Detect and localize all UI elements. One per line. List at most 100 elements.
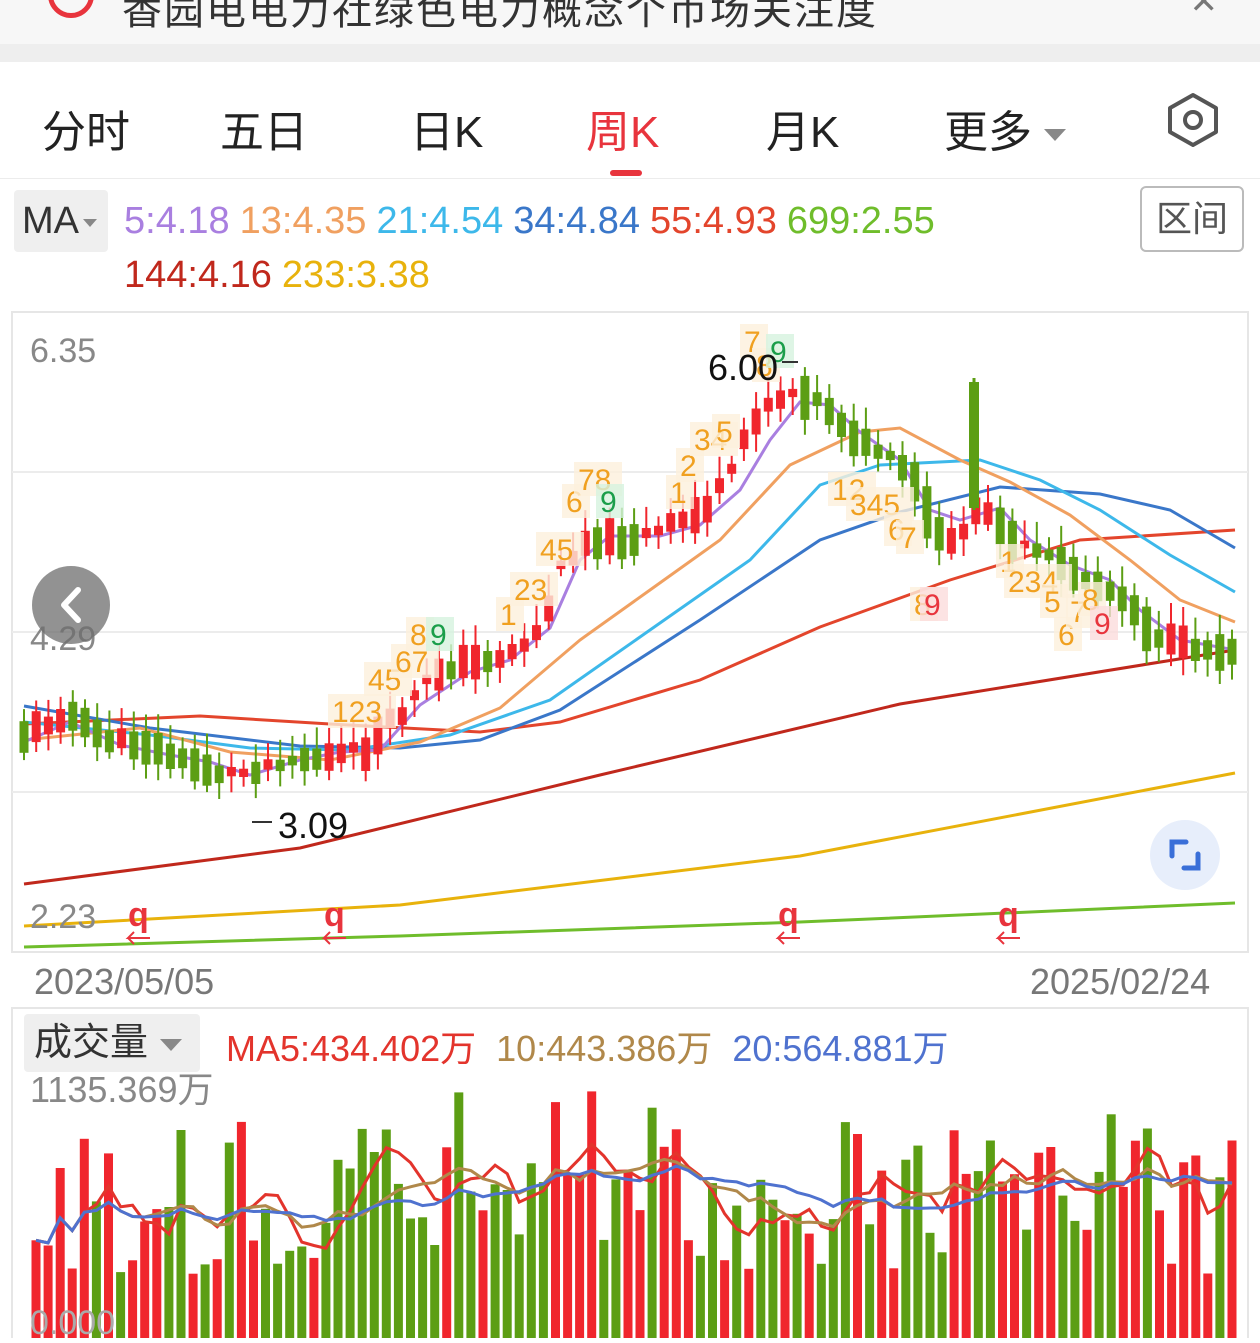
volume-bar xyxy=(1191,1155,1201,1338)
volume-bar xyxy=(792,1213,802,1338)
volume-bar xyxy=(1179,1162,1189,1338)
date-start-label: 2023/05/05 xyxy=(34,961,214,1002)
tab-weekly-k[interactable]: 周K xyxy=(586,108,660,157)
candle-body xyxy=(776,390,785,409)
volume-bar xyxy=(695,1255,705,1338)
candle-body xyxy=(983,502,993,525)
candle-body xyxy=(666,513,676,532)
candle-body xyxy=(532,625,541,641)
candle-body xyxy=(117,728,127,749)
sequence-marker: 1 xyxy=(500,599,517,632)
candle-body xyxy=(1166,623,1176,655)
sequence-marker-bg xyxy=(596,484,624,518)
tab-more-label: 更多 xyxy=(944,108,1032,157)
candle-body xyxy=(214,765,224,784)
volume-bar xyxy=(877,1170,887,1338)
volume-bar xyxy=(285,1250,295,1338)
candle-body xyxy=(1203,640,1213,660)
chart-area[interactable]: 1234567891234567891234578912345678912345… xyxy=(0,306,1260,1343)
candle-body xyxy=(1007,520,1017,560)
candle-body xyxy=(19,721,29,753)
candle-body xyxy=(275,759,285,772)
chevron-down-icon xyxy=(160,1038,183,1051)
sequence-marker: 1 xyxy=(670,477,687,510)
volume-bar xyxy=(128,1260,138,1338)
ma-selector-button[interactable]: MA xyxy=(14,190,108,252)
volume-bar xyxy=(635,1210,645,1338)
candle-body xyxy=(1215,634,1225,671)
candle-body xyxy=(544,595,554,622)
tab-daily-k[interactable]: 日K xyxy=(410,108,484,157)
volume-min-label: 0.000 xyxy=(30,1304,115,1338)
low-price-label: 3.09 xyxy=(278,805,348,846)
volume-bar xyxy=(599,1239,609,1338)
candle-body xyxy=(885,450,895,461)
kline-chart[interactable]: 1234567891234567891234578912345678912345… xyxy=(0,306,1260,1343)
volume-bar xyxy=(901,1159,911,1338)
volume-bar xyxy=(321,1222,331,1338)
candle-body xyxy=(690,497,700,534)
volume-ma10-value: 10:443.386万 xyxy=(496,1028,713,1069)
volume-bar xyxy=(647,1107,657,1338)
volume-bar xyxy=(381,1129,391,1338)
volume-bar xyxy=(31,1240,41,1338)
range-button[interactable]: 区间 xyxy=(1140,186,1244,252)
candle-body xyxy=(92,719,102,748)
sequence-marker: 9 xyxy=(1094,608,1111,641)
turning-arrow xyxy=(125,931,150,945)
volume-ma20-value: 20:564.881万 xyxy=(732,1028,949,1069)
high-price-label: 6.00 xyxy=(708,347,778,388)
candle-body xyxy=(373,716,383,755)
candle-body xyxy=(349,742,358,753)
sequence-marker: 9 xyxy=(924,589,941,622)
volume-bar xyxy=(357,1128,367,1338)
volume-bar xyxy=(200,1264,210,1338)
candle-body xyxy=(617,526,627,560)
volume-bar xyxy=(1082,1229,1092,1338)
candle-body xyxy=(43,716,53,735)
ma-line-21 xyxy=(23,458,1236,752)
tab-monthly-k[interactable]: 月K xyxy=(766,108,840,157)
volume-bar xyxy=(551,1102,560,1338)
volume-bar xyxy=(563,1172,573,1338)
volume-selector-button[interactable]: 成交量 xyxy=(24,1014,200,1072)
active-tab-indicator xyxy=(610,170,642,176)
volume-bar xyxy=(937,1252,947,1338)
sequence-marker-bg xyxy=(1040,584,1068,618)
candle-body xyxy=(873,444,883,459)
candle-body xyxy=(812,392,822,407)
candle-body xyxy=(202,754,212,786)
volume-bar xyxy=(998,1181,1007,1338)
ma-value-21: 21:4.54 xyxy=(376,200,504,242)
volume-max-label: 1135.369万 xyxy=(30,1069,213,1110)
volume-bar xyxy=(466,1191,476,1338)
back-button[interactable] xyxy=(32,566,110,644)
volume-bar xyxy=(816,1263,826,1338)
volume-bar xyxy=(188,1273,198,1338)
volume-bar xyxy=(490,1184,500,1338)
candle-body xyxy=(336,743,346,764)
candle-body xyxy=(178,748,188,769)
hexagon-gear-icon[interactable] xyxy=(1166,92,1220,148)
volume-bar xyxy=(1203,1273,1213,1338)
tab-intraday[interactable]: 分时 xyxy=(42,108,130,157)
price-max-label: 6.35 xyxy=(30,332,96,370)
volume-bar xyxy=(671,1129,681,1338)
sequence-marker-bg xyxy=(328,694,396,728)
tab-more[interactable]: 更多 xyxy=(944,96,1066,160)
volume-bar xyxy=(1167,1263,1177,1338)
ma-value-144: 144:4.16 xyxy=(124,254,272,296)
turning-arrow xyxy=(995,931,1020,945)
candle-body xyxy=(190,748,200,782)
sequence-marker: 23 xyxy=(514,574,547,607)
volume-bar xyxy=(1046,1147,1056,1338)
volume-bar xyxy=(1094,1171,1104,1338)
volume-bar xyxy=(732,1205,742,1338)
tab-five-day[interactable]: 五日 xyxy=(220,108,308,157)
close-icon[interactable]: ✕ xyxy=(1189,0,1219,21)
volume-bar xyxy=(91,1201,101,1338)
price-min-label: 2.23 xyxy=(30,898,96,936)
expand-button[interactable] xyxy=(1150,820,1220,890)
sequence-marker-bg xyxy=(510,572,558,606)
date-end-label: 2025/02/24 xyxy=(1030,961,1210,1002)
